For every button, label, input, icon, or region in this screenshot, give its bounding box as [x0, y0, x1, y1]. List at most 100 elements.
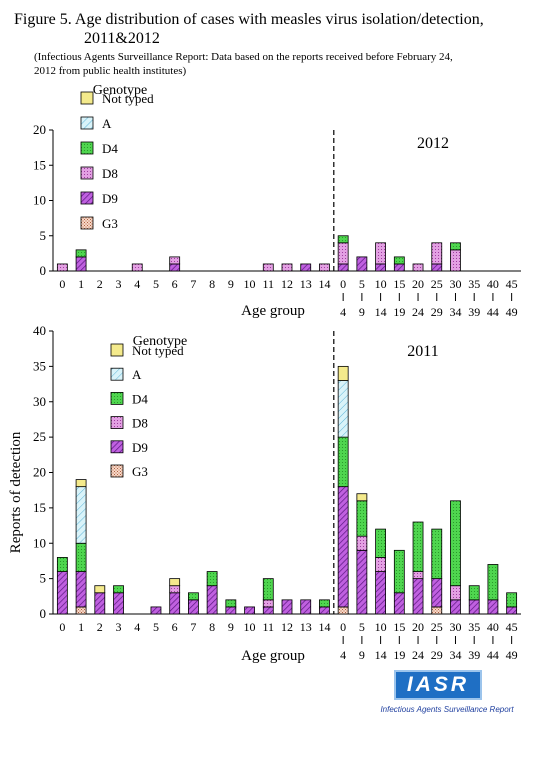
x-tick-label: 12	[281, 620, 293, 634]
y-tick-label: 5	[40, 228, 47, 243]
legend-label-not-typed: Not typed	[102, 91, 154, 106]
bar-d8-14	[319, 263, 330, 272]
bar-not-typed-2	[94, 585, 106, 594]
x-tick-label: 35	[468, 277, 480, 291]
x-tick-label: 30	[449, 277, 461, 291]
legend-swatch-not-typed	[110, 343, 124, 357]
bar-d9-15-19	[393, 263, 405, 272]
bar-not-typed-1	[75, 479, 87, 488]
bar-d4-3	[113, 585, 124, 594]
bar-d9-14	[319, 606, 330, 615]
x-tick-label-end: 24	[412, 648, 424, 662]
figure-subtitle: (Infectious Agents Surveillance Report: …	[34, 50, 453, 78]
x-tick-label-end: 9	[359, 648, 365, 662]
x-tick-label: 14	[318, 620, 330, 634]
x-tick-label: 6	[172, 620, 178, 634]
y-tick-label: 10	[33, 193, 46, 208]
bar-not-typed-6	[169, 578, 181, 587]
x-tick-label-end: 24	[412, 305, 424, 319]
bar-d9-1	[75, 571, 87, 608]
bar-not-typed-0-4	[337, 365, 349, 381]
bar-d8-30-34	[450, 585, 461, 601]
legend-swatch-a	[80, 116, 94, 130]
bar-d9-5-9	[356, 549, 368, 615]
legend-title: Genotype	[93, 83, 147, 98]
legend-label-d8: D8	[132, 416, 148, 431]
bar-d8-12	[281, 263, 293, 272]
bar-d4-45-49	[506, 592, 518, 608]
y-tick-label: 35	[33, 358, 46, 373]
x-tick-label: 35	[468, 620, 480, 634]
bar-d4-5-9	[356, 500, 368, 537]
x-tick-label-end: 19	[393, 305, 405, 319]
x-tick-label: 1	[78, 277, 84, 291]
figure-title-line2: 2011&2012	[84, 30, 160, 47]
x-tick-label: 4	[134, 620, 140, 634]
x-tick-label: 11	[262, 620, 274, 634]
legend-title: Genotype	[133, 334, 187, 349]
legend-swatch-not-typed	[80, 91, 94, 105]
bar-g3-1	[75, 606, 87, 615]
bar-d9-13	[300, 599, 312, 615]
bar-d9-6	[169, 592, 181, 615]
bar-d9-30-34	[450, 599, 461, 615]
legend-label-a: A	[132, 367, 142, 382]
bar-d9-1	[75, 256, 87, 272]
legend-label-d9: D9	[132, 440, 148, 455]
x-tick-label: 7	[190, 277, 196, 291]
bar-d8-10-14	[375, 242, 387, 265]
bar-d4-0-4	[337, 235, 349, 244]
x-tick-label-end: 34	[449, 648, 461, 662]
x-tick-label-end: 29	[431, 305, 443, 319]
bar-d9-25-29	[431, 263, 443, 272]
x-tick-label-end: 49	[506, 648, 518, 662]
bar-d9-10	[244, 606, 255, 615]
x-tick-label: 25	[431, 277, 443, 291]
y-tick-label: 15	[33, 157, 46, 172]
y-tick-label: 0	[40, 606, 47, 621]
x-tick-label-end: 4	[340, 648, 346, 662]
iasr-logo-caption: Infectious Agents Surveillance Report	[380, 705, 514, 714]
x-tick-label: 20	[412, 620, 424, 634]
x-tick-label: 40	[487, 620, 499, 634]
x-tick-label: 45	[506, 277, 518, 291]
x-tick-label-end: 4	[340, 305, 346, 319]
bar-d9-0-4	[337, 263, 349, 272]
x-tick-label: 10	[375, 620, 387, 634]
legend-label-d8: D8	[102, 166, 118, 181]
y-axis-label: Reports of detection	[8, 431, 24, 553]
bar-d4-20-24	[412, 521, 424, 572]
x-tick-label: 25	[431, 620, 443, 634]
x-axis-label: Age group	[241, 648, 305, 664]
figure-subtitle-line2: 2012 from public health institutes)	[34, 65, 187, 77]
bar-d4-25-29	[431, 528, 443, 580]
x-tick-label: 0	[59, 620, 65, 634]
bar-d4-14	[319, 599, 330, 608]
x-tick-label: 20	[412, 277, 424, 291]
legend-swatch-g3	[80, 216, 94, 230]
legend-swatch-d9	[80, 191, 94, 205]
bar-d8-10-14	[375, 557, 387, 572]
x-tick-label: 10	[244, 277, 256, 291]
legend-swatch-g3	[110, 464, 124, 478]
x-tick-label: 0	[59, 277, 65, 291]
bar-d9-3	[113, 592, 124, 615]
bar-d4-30-34	[450, 500, 461, 587]
x-axis-label: Age group	[241, 303, 305, 319]
bar-d4-1	[75, 542, 87, 572]
x-tick-label: 9	[228, 277, 234, 291]
legend-swatch-a	[110, 367, 124, 381]
x-tick-label: 5	[153, 620, 159, 634]
x-tick-label-end: 9	[359, 305, 365, 319]
bar-d4-30-34	[450, 242, 461, 251]
y-tick-label: 15	[33, 500, 46, 515]
bar-d9-7	[187, 599, 199, 615]
x-tick-label: 5	[359, 620, 365, 634]
legend-label-not-typed: Not typed	[132, 343, 184, 358]
bar-d9-20-24	[412, 578, 424, 615]
x-tick-label: 15	[393, 277, 405, 291]
x-tick-label: 7	[190, 620, 196, 634]
bar-d9-2	[94, 592, 106, 615]
